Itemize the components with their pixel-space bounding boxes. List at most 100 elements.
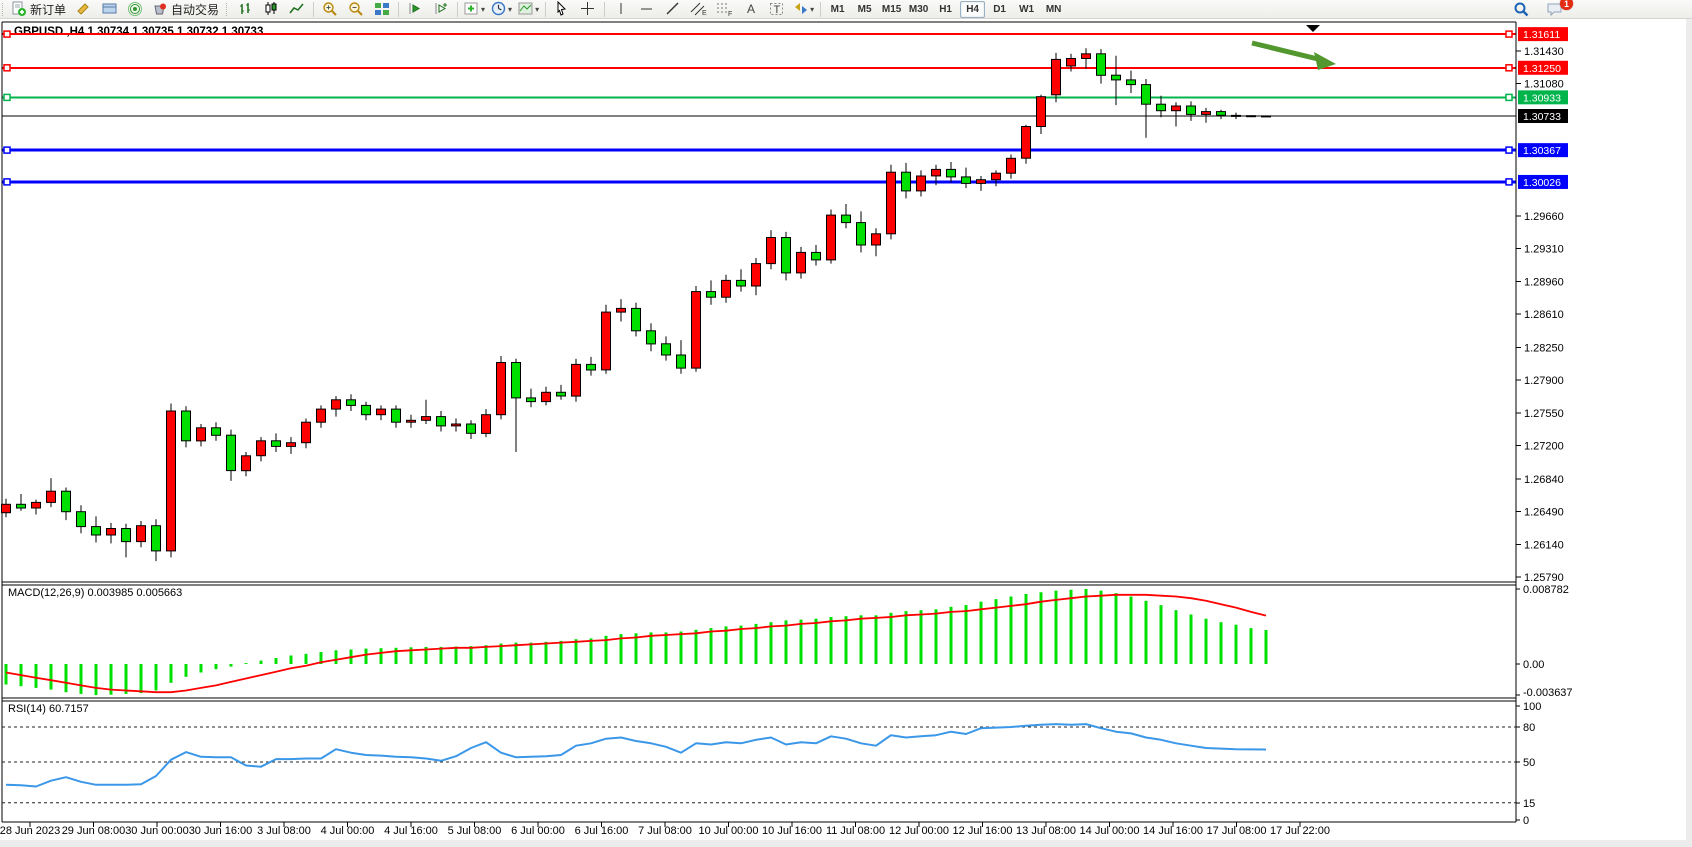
- timeframe-m15-button[interactable]: M15: [881, 3, 902, 15]
- cursor-icon: [557, 1, 567, 16]
- timeframe-w1-button[interactable]: W1: [1019, 3, 1035, 15]
- time-tick: 11 Jul 08:00: [826, 825, 885, 837]
- timeframe-h1-button[interactable]: H1: [939, 3, 952, 15]
- time-tick: 6 Jul 00:00: [511, 825, 565, 837]
- trend-arrow-head: [1314, 52, 1336, 70]
- timeframe-m30-button[interactable]: M30: [908, 3, 929, 15]
- hline-1.30367[interactable]: [2, 146, 1516, 154]
- price-tick: 1.25790: [1524, 572, 1564, 584]
- line-chart-button[interactable]: [285, 0, 309, 18]
- zoom-out-icon: [349, 2, 363, 16]
- zoom-in-icon: [323, 2, 337, 16]
- time-tick: 29 Jun 08:00: [62, 825, 126, 837]
- zoom-in-button[interactable]: [318, 0, 342, 18]
- trendline-icon: [666, 2, 679, 15]
- hline-1.31611[interactable]: [2, 30, 1516, 38]
- auto-scroll-button[interactable]: [403, 0, 427, 18]
- price-tick: 1.28960: [1524, 276, 1564, 288]
- time-tick: 4 Jul 16:00: [384, 825, 438, 837]
- template-icon: [518, 2, 533, 15]
- new-order-button[interactable]: 新订单: [9, 0, 70, 18]
- templates-button[interactable]: ▾: [516, 0, 541, 18]
- price-tick: 1.31430: [1524, 46, 1564, 58]
- highlighter-icon: [77, 3, 89, 15]
- tile-windows-button[interactable]: [370, 0, 394, 18]
- hline-handle[interactable]: [1505, 146, 1513, 154]
- timeframe-mn-button[interactable]: MN: [1045, 3, 1062, 15]
- hline-handle[interactable]: [1505, 93, 1513, 102]
- time-tick: 30 Jun 00:00: [125, 825, 189, 837]
- toolbar-divider: [545, 1, 547, 17]
- timeframes-group: M1 M5 M15 M30 H1 H4 D1 W1 MN: [824, 0, 1067, 18]
- macd-signal-line: [5, 593, 1267, 694]
- timeframe-d1-button[interactable]: D1: [993, 3, 1006, 15]
- indicators-button[interactable]: ▾: [462, 0, 487, 18]
- text-label-icon: T: [770, 3, 784, 16]
- hline-handle[interactable]: [3, 178, 11, 186]
- fibonacci-button[interactable]: F: [713, 0, 737, 18]
- periods-button[interactable]: ▾: [489, 0, 514, 18]
- hline-handle[interactable]: [1505, 178, 1513, 186]
- price-tick: 1.29310: [1524, 244, 1564, 256]
- hline-handle[interactable]: [1505, 30, 1513, 38]
- hline-handle[interactable]: [3, 64, 11, 72]
- horizontal-line-icon: [641, 8, 653, 10]
- hline-1.30026[interactable]: [2, 178, 1516, 186]
- chevron-down-icon: ▾: [810, 4, 815, 14]
- timeframe-h4-button[interactable]: H4: [960, 0, 986, 18]
- price-tick: 1.28610: [1524, 309, 1564, 321]
- crosshair-icon: [581, 2, 595, 15]
- chart-title: GBPUSD ,H4 1.30734 1.30735 1.30732 1.307…: [14, 26, 263, 38]
- price-label-1.30733: 1.30733: [1523, 111, 1561, 123]
- hline-handle[interactable]: [1505, 64, 1513, 72]
- price-tick: 1.27200: [1524, 441, 1564, 453]
- search-button[interactable]: [1509, 0, 1533, 18]
- trend-arrow-annotation[interactable]: [1251, 40, 1323, 63]
- text-label-button[interactable]: T: [765, 0, 789, 18]
- svg-text:F: F: [728, 11, 732, 17]
- horizontal-line-button[interactable]: [635, 0, 659, 18]
- chart-shift-marker[interactable]: [1306, 25, 1320, 32]
- hline-handle[interactable]: [3, 146, 11, 154]
- chart-shift-button[interactable]: [429, 0, 453, 18]
- toolbar-grip: [226, 2, 230, 16]
- channel-button[interactable]: E: [687, 0, 711, 18]
- crosshair-button[interactable]: [576, 0, 600, 18]
- candlestick-chart-button[interactable]: [259, 0, 283, 18]
- highlighter-button[interactable]: [72, 0, 96, 18]
- hline-1.30933[interactable]: [2, 93, 1516, 102]
- chart-window-button[interactable]: [98, 0, 122, 18]
- signals-button[interactable]: [124, 0, 148, 18]
- hline-1.31250[interactable]: [2, 64, 1516, 72]
- time-tick: 10 Jul 16:00: [762, 825, 822, 837]
- tile-windows-icon: [375, 3, 390, 15]
- shapes-button[interactable]: ▾: [791, 0, 816, 18]
- trendline-button[interactable]: [661, 0, 685, 18]
- indicators-icon: [464, 2, 478, 15]
- price-tick: 1.27550: [1524, 408, 1564, 420]
- zoom-out-button[interactable]: [344, 0, 368, 18]
- fibonacci-icon: F: [717, 3, 732, 17]
- time-tick: 17 Jul 22:00: [1270, 825, 1330, 837]
- rsi-line: [5, 723, 1267, 788]
- cursor-group: [549, 0, 601, 18]
- autotrade-button[interactable]: 自动交易: [150, 0, 223, 18]
- timeframe-m5-button[interactable]: M5: [857, 3, 872, 15]
- bar-chart-button[interactable]: [233, 0, 257, 18]
- bar-chart-icon: [240, 3, 251, 14]
- notifications-button[interactable]: 1: [1543, 0, 1573, 18]
- signal-icon: [128, 2, 143, 16]
- cursor-button[interactable]: [550, 0, 574, 18]
- svg-text:T: T: [774, 4, 781, 16]
- trade-group: 新订单: [8, 0, 224, 18]
- macd-tick: 0.00: [1523, 659, 1544, 671]
- timeframe-m1-button[interactable]: M1: [830, 3, 845, 15]
- clock-icon: [491, 1, 506, 16]
- hline-handle[interactable]: [3, 93, 11, 102]
- autotrade-icon: [154, 3, 167, 15]
- time-tick: 14 Jul 00:00: [1080, 825, 1140, 837]
- hline-handle[interactable]: [3, 30, 11, 38]
- text-button[interactable]: A: [739, 0, 763, 18]
- vertical-line-button[interactable]: [609, 0, 633, 18]
